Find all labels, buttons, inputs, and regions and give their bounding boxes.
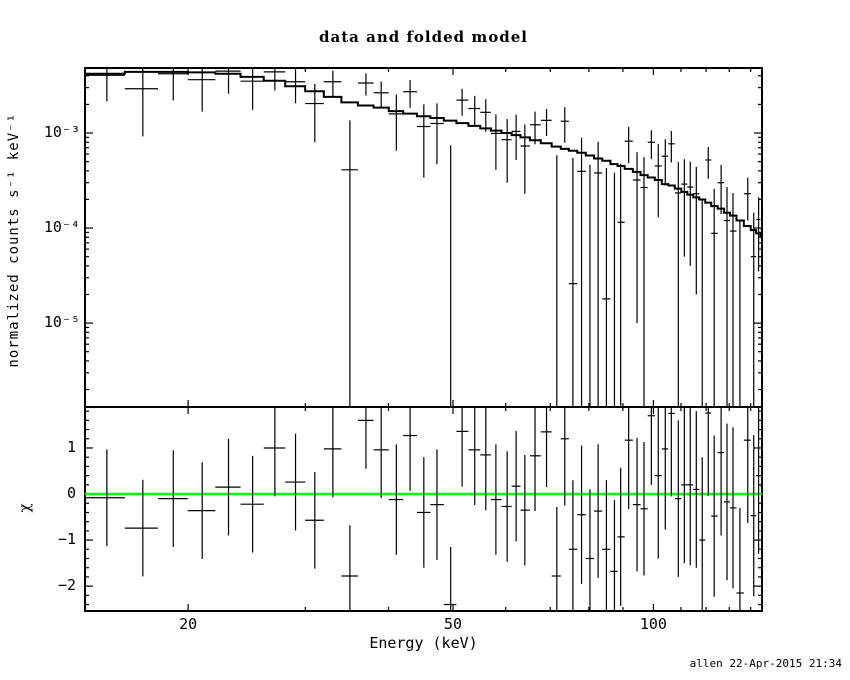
chi-axis-tick-label: −2 (57, 576, 76, 595)
x-axis-tick-label: 50 (443, 615, 463, 633)
user-timestamp: allen 22-Apr-2015 21:34 (689, 657, 842, 670)
spectrum-data-points (85, 68, 762, 407)
x-axis-label: Energy (keV) (369, 634, 478, 652)
plot-title: data and folded model (319, 28, 528, 46)
chi-axis-tick-label: −1 (57, 530, 76, 549)
chi-axis-label: χ (16, 503, 34, 513)
y-axis-tick-label: 10⁻⁴ (43, 218, 80, 237)
x-ticks (187, 68, 752, 611)
x-axis-tick-label: 100 (639, 615, 667, 633)
chi-axis-tick-label: 1 (66, 437, 76, 456)
residual-data-points (85, 407, 762, 611)
y-axis-tick-label: 10⁻³ (43, 123, 80, 141)
chi-axis-tick-label: 0 (66, 484, 76, 503)
y-ticks-top (85, 75, 762, 391)
x-axis-tick-label: 20 (179, 615, 198, 633)
folded-model-histogram (85, 70, 762, 237)
y-axis-tick-label: 10⁻⁵ (43, 313, 80, 332)
